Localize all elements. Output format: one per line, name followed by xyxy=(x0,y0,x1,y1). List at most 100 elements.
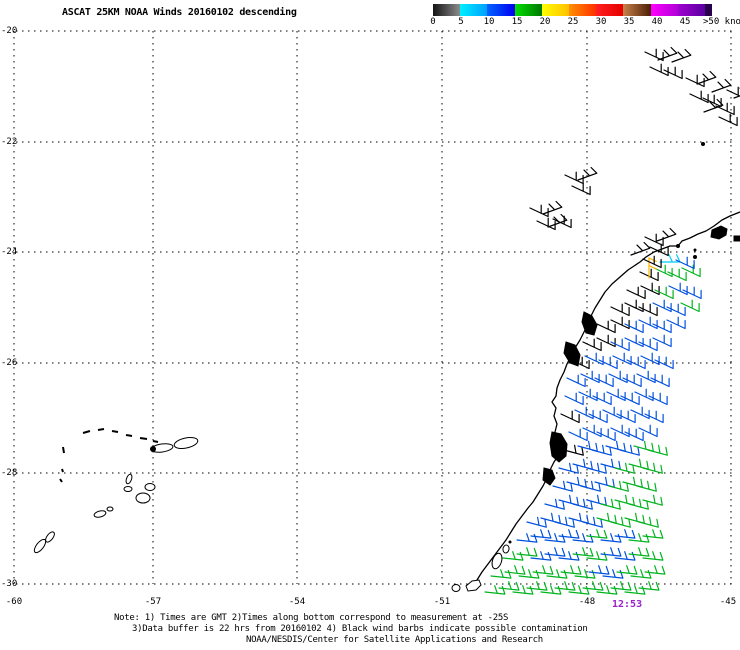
wind-barb xyxy=(558,494,579,506)
wind-barb xyxy=(633,440,654,452)
wind-barb xyxy=(605,440,626,452)
wind-barb xyxy=(600,498,621,510)
wind-barb xyxy=(582,516,603,528)
lake-dark-patch xyxy=(150,446,156,452)
wind-barb xyxy=(544,498,565,510)
wind-barb xyxy=(685,74,705,88)
wind-barb xyxy=(594,374,614,388)
wind-barb xyxy=(650,374,670,388)
wind-barb xyxy=(588,410,608,424)
wind-barb xyxy=(596,585,618,595)
wind-barb xyxy=(624,334,644,348)
note-line-2: 3)Data buffer is 22 hrs from 20160102 4)… xyxy=(132,624,588,634)
colorbar-tick-label: 35 xyxy=(623,17,635,27)
wind-barb xyxy=(652,299,672,313)
wind-barb xyxy=(546,569,568,579)
wind-barb xyxy=(584,352,604,366)
wind-barb xyxy=(586,551,608,561)
wind-barb xyxy=(530,551,552,561)
coast-landmass xyxy=(733,235,740,242)
wind-barb xyxy=(619,444,640,456)
wind-barb xyxy=(580,480,601,492)
wind-barb xyxy=(634,388,654,402)
wind-barb xyxy=(544,547,566,557)
wind-barb xyxy=(544,533,566,543)
lake-mark xyxy=(139,437,148,440)
island-dot xyxy=(676,244,680,248)
wind-barb xyxy=(640,352,660,366)
wind-barb xyxy=(642,529,664,539)
wind-barb xyxy=(582,581,604,591)
wind-barb xyxy=(566,476,587,488)
wind-barb xyxy=(652,334,672,348)
wind-barb xyxy=(681,264,701,278)
lon-tick-label: -57 xyxy=(144,597,162,607)
wind-barb xyxy=(600,547,622,557)
lake-outline xyxy=(451,584,461,592)
wind-barb xyxy=(659,254,681,263)
colorbar-segment-7 xyxy=(623,4,651,16)
wind-barb xyxy=(564,392,584,406)
wind-barb xyxy=(600,533,622,543)
wind-barb xyxy=(636,370,656,384)
wind-barb xyxy=(598,356,618,370)
wind-barb xyxy=(630,406,650,420)
wind-barb xyxy=(526,516,547,528)
wind-barb xyxy=(638,516,659,528)
wind-barb xyxy=(542,200,563,215)
wind-barb xyxy=(610,424,630,438)
colorbar-tick-label: 5 xyxy=(458,17,464,27)
wind-barb xyxy=(591,444,612,456)
wind-barb xyxy=(644,565,666,575)
wind-barb xyxy=(626,356,646,370)
wind-speed-colorbar xyxy=(433,4,712,16)
wind-barb xyxy=(614,551,636,561)
wind-barb xyxy=(624,585,646,595)
wind-barb xyxy=(733,87,740,99)
wind-barb xyxy=(594,476,615,488)
wind-barb xyxy=(602,406,622,420)
lon-tick-label: -54 xyxy=(288,597,306,607)
wind-barb xyxy=(624,428,644,442)
lake-mark xyxy=(97,428,105,431)
lat-tick-label: -24 xyxy=(1,247,18,257)
wind-barb xyxy=(626,286,646,300)
wind-barb xyxy=(570,356,590,370)
wind-barb xyxy=(642,255,662,269)
lon-tick-label: -51 xyxy=(433,597,451,607)
wind-barb xyxy=(490,569,512,579)
lon-tick-label: -45 xyxy=(719,597,737,607)
wind-barb xyxy=(616,565,638,575)
lake-outline xyxy=(144,483,156,491)
wind-barb xyxy=(564,171,584,185)
wind-barb xyxy=(572,498,593,510)
colorbar-tick-label: 25 xyxy=(567,17,579,27)
wind-barb xyxy=(568,512,589,524)
wind-barb xyxy=(530,529,552,539)
wind-barb xyxy=(696,70,717,85)
wind-barb xyxy=(663,66,683,80)
wind-barb xyxy=(596,320,616,334)
wind-barb xyxy=(647,444,668,456)
colorbar-tick-label: 10 xyxy=(483,17,495,27)
lon-tick-label: -48 xyxy=(578,597,596,607)
wind-barb xyxy=(636,480,657,492)
wind-barb xyxy=(682,286,702,300)
wind-barb xyxy=(614,529,636,539)
wind-barb xyxy=(504,565,526,575)
wind-barb xyxy=(648,392,668,406)
wind-barb xyxy=(642,462,663,474)
wind-barb xyxy=(630,569,652,579)
wind-barb xyxy=(649,243,669,257)
wind-barb xyxy=(638,424,658,438)
lon-tick-label: -60 xyxy=(5,597,23,607)
wind-barb xyxy=(667,268,687,282)
wind-barb xyxy=(516,547,538,557)
lake-outline xyxy=(123,486,133,492)
wind-barb xyxy=(656,227,677,242)
wind-barb xyxy=(614,494,635,506)
measurement-time-label: 12:53 xyxy=(612,599,643,610)
colorbar-tick-label: 0 xyxy=(430,17,436,27)
lat-tick-label: -26 xyxy=(1,358,18,368)
colorbar-segment-0 xyxy=(433,4,461,16)
